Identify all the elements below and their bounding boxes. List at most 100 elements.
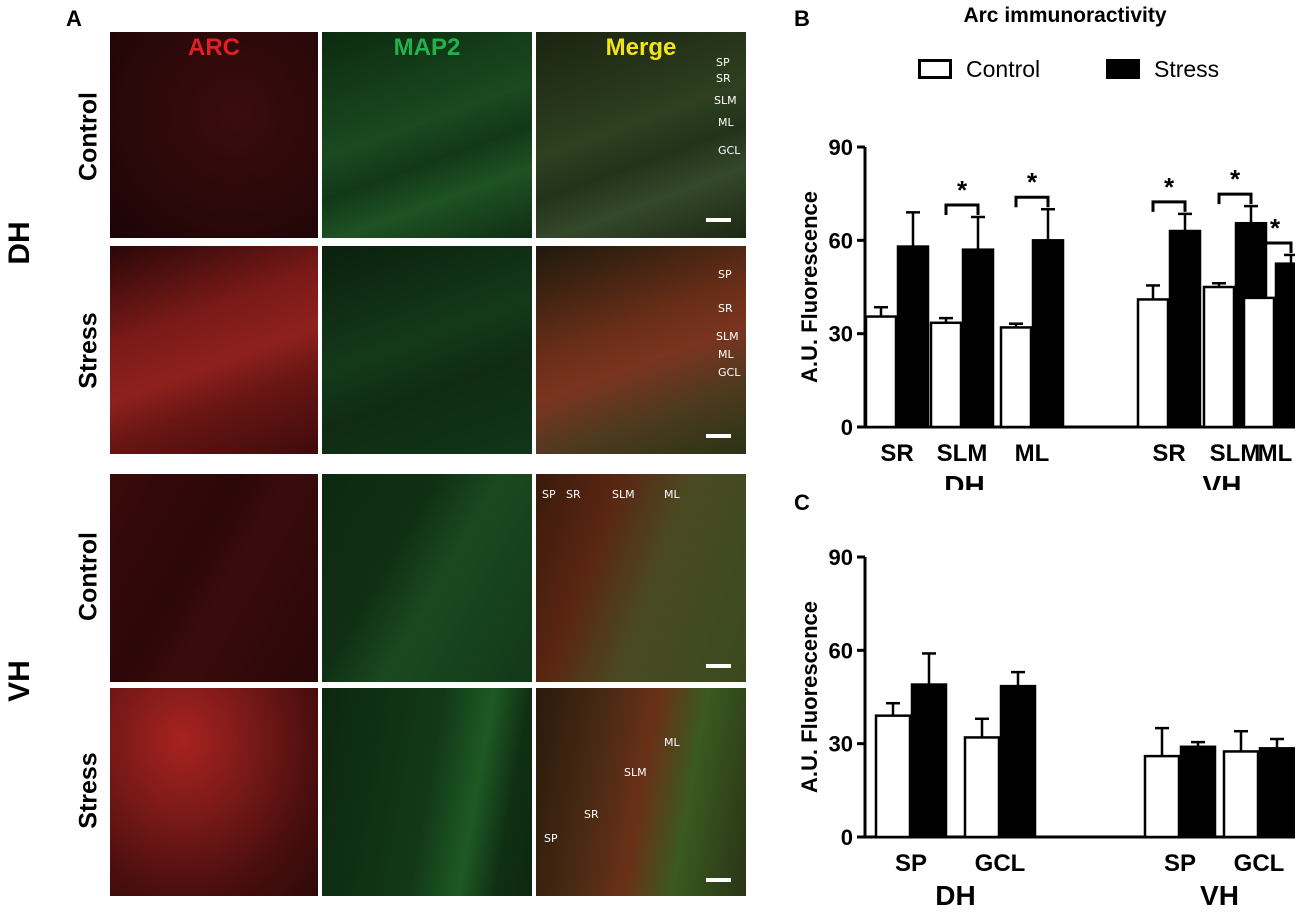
x-tick-label: SLM: [1210, 440, 1261, 467]
bar-control: [1242, 296, 1276, 429]
bar-control: [999, 326, 1033, 429]
condition-label-vh-stress: Stress: [74, 752, 103, 829]
micrograph-vh-stress-map2: [322, 688, 532, 896]
bar-control: [963, 736, 1001, 839]
legend: Control Stress: [918, 56, 1278, 88]
layer-label: ML: [664, 488, 680, 501]
legend-swatch-stress: [1106, 59, 1140, 79]
significance-asterisk: *: [1230, 164, 1241, 194]
bar-stress: [999, 684, 1037, 839]
micrograph-dh-stress-map2: [322, 246, 532, 454]
layer-label: GCL: [718, 144, 741, 157]
micrograph-dh-stress-merge: SP SR SLM ML GCL: [536, 246, 746, 454]
panel-b-letter: B: [794, 6, 810, 31]
y-tick-label: 60: [829, 638, 853, 663]
significance-asterisk: *: [1164, 172, 1175, 202]
layer-label: SR: [716, 72, 731, 85]
condition-label-vh-control: Control: [74, 532, 103, 621]
y-axis-label: A.U. Fluorescence: [797, 191, 822, 383]
layer-label: SLM: [612, 488, 635, 501]
y-tick-label: 30: [829, 322, 853, 347]
micrograph-vh-stress-merge: ML SLM SR SP: [536, 688, 746, 896]
y-tick-label: 30: [829, 732, 853, 757]
bar-stress: [910, 683, 948, 839]
significance-asterisk: *: [957, 175, 968, 205]
bar-control: [1202, 285, 1236, 429]
micrograph-dh-control-merge: Merge SP SR SLM ML GCL: [536, 32, 746, 238]
channel-title-arc: ARC: [188, 34, 240, 61]
significance-bracket: [1151, 200, 1187, 212]
chart-panel-b: 0 30 60 90 A.U. Fluorescence SR * SLM * ML DH * SR * S…: [797, 135, 1295, 490]
x-tick-label: SP: [895, 850, 927, 877]
x-tick-label: SP: [1164, 850, 1196, 877]
bar-stress: [961, 248, 995, 429]
scale-bar: [706, 434, 731, 438]
bar-control: [1136, 298, 1170, 429]
micrograph-dh-control-arc: ARC: [110, 32, 318, 238]
channel-title-merge: Merge: [605, 34, 677, 61]
legend-label-stress: Stress: [1154, 56, 1220, 82]
y-tick-label: 60: [829, 228, 853, 253]
group-label-vh: VH: [3, 660, 36, 702]
y-tick-label: 90: [829, 135, 853, 160]
legend-swatch-control: [918, 59, 952, 79]
bar-control: [1222, 750, 1260, 839]
legend-label-control: Control: [966, 56, 1041, 82]
y-tick-label: 0: [841, 825, 853, 850]
scale-bar: [706, 664, 731, 668]
bar-stress: [1031, 239, 1065, 429]
layer-label: SP: [718, 268, 732, 281]
x-tick-label: ML: [1015, 440, 1050, 467]
y-tick-label: 0: [841, 415, 853, 440]
bar-control: [1143, 754, 1181, 839]
x-tick-label: GCL: [975, 850, 1026, 877]
micrograph-vh-control-arc: [110, 474, 318, 682]
micrograph-vh-control-merge: SP SR SLM ML: [536, 474, 746, 682]
layer-label: ML: [718, 348, 734, 361]
significance-bracket: [944, 203, 980, 215]
group-label: VH: [1200, 880, 1239, 910]
layer-label: SLM: [716, 330, 739, 343]
micrograph-vh-stress-arc: [110, 688, 318, 896]
group-label: DH: [944, 470, 984, 490]
group-label: DH: [935, 880, 975, 910]
bar-stress: [896, 245, 930, 429]
x-tick-label: SLM: [937, 440, 988, 467]
bar-stress: [1168, 229, 1202, 429]
micrograph-dh-stress-arc: [110, 246, 318, 454]
scale-bar: [706, 878, 731, 882]
layer-label: SP: [544, 832, 558, 845]
bar-control: [929, 321, 963, 429]
group-label: VH: [1203, 470, 1242, 490]
layer-label: GCL: [718, 366, 741, 379]
x-tick-label: ML: [1258, 440, 1293, 467]
layer-label: SLM: [714, 94, 737, 107]
layer-label: SR: [584, 808, 599, 821]
layer-label: SR: [566, 488, 581, 501]
bar-control: [874, 714, 912, 839]
significance-bracket: [1217, 192, 1253, 205]
group-label-dh: DH: [3, 221, 36, 265]
channel-title-map2: MAP2: [393, 34, 461, 61]
condition-label-dh-stress: Stress: [74, 312, 103, 389]
significance-bracket: [1257, 241, 1293, 253]
x-tick-label: SR: [1152, 440, 1185, 467]
significance-asterisk: *: [1027, 167, 1038, 197]
scale-bar: [706, 218, 731, 222]
layer-label: ML: [718, 116, 734, 129]
bar-stress: [1274, 262, 1295, 429]
micrograph-vh-control-map2: [322, 474, 532, 682]
significance-bracket: [1014, 195, 1050, 208]
bar-stress: [1179, 745, 1217, 839]
y-axis-label: A.U. Fluorescence: [797, 601, 822, 793]
panel-c-letter: C: [794, 490, 810, 515]
layer-label: ML: [664, 736, 680, 749]
bar-control: [864, 315, 898, 429]
y-tick-label: 90: [829, 545, 853, 570]
layer-label: SP: [716, 56, 730, 69]
x-tick-label: GCL: [1234, 850, 1285, 877]
layer-label: SR: [718, 302, 733, 315]
x-tick-label: SR: [880, 440, 913, 467]
condition-label-dh-control: Control: [74, 92, 103, 181]
